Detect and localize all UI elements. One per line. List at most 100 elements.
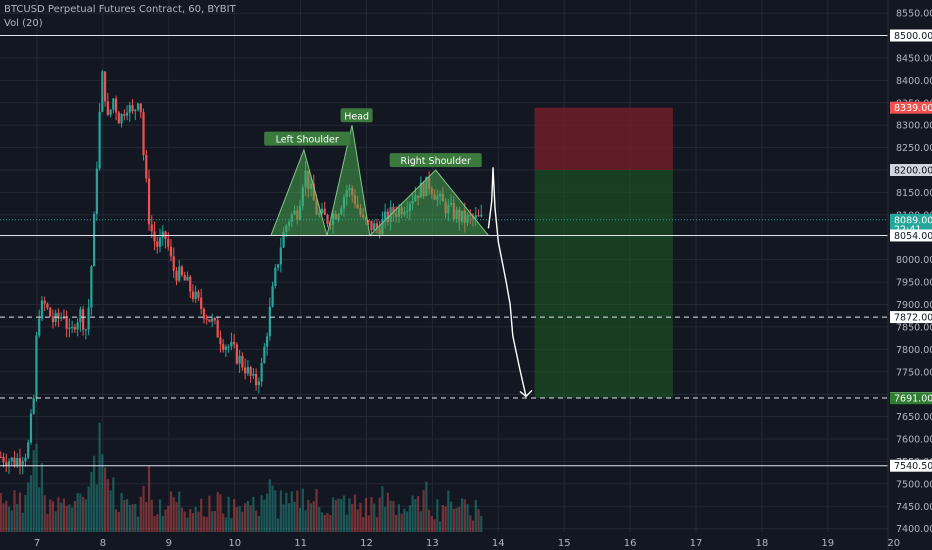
price-tick-label: 7450.00: [896, 502, 932, 513]
volume-bar: [293, 501, 296, 532]
candle-body: [158, 237, 162, 247]
candle-body: [49, 307, 52, 317]
volume-bar: [93, 455, 96, 532]
volume-bar: [422, 490, 425, 532]
candle-body: [244, 367, 247, 374]
volume-bar: [307, 500, 310, 532]
candle-body: [7, 461, 11, 467]
candle-body: [131, 105, 134, 112]
volume-bar: [202, 516, 206, 532]
volume-bar: [312, 501, 315, 532]
candle-body: [197, 291, 200, 298]
candle-body: [224, 346, 228, 350]
volume-bar: [134, 503, 137, 532]
volume-bar: [233, 498, 236, 532]
volume-bar: [68, 504, 71, 532]
candle-body: [123, 113, 126, 116]
volume-bar: [38, 487, 41, 532]
candle-body: [477, 215, 480, 217]
volume-bar: [320, 512, 324, 532]
volume-bar: [172, 497, 175, 532]
volume-bar: [463, 499, 466, 532]
candle-body: [208, 319, 211, 322]
volume-bar: [304, 510, 307, 532]
volume-bar: [438, 521, 442, 532]
candle-body: [142, 112, 145, 156]
volume-bar: [326, 512, 329, 532]
candle-body: [106, 101, 109, 115]
candle-body: [180, 266, 184, 276]
price-tick-label: 7850.00: [896, 322, 932, 333]
candle-body: [73, 326, 76, 330]
volume-bar: [430, 516, 433, 532]
volume-bar: [348, 498, 351, 532]
time-tick-label: 13: [426, 538, 439, 549]
volume-bar: [364, 498, 368, 532]
volume-bar: [244, 503, 247, 532]
candle-body: [252, 373, 255, 376]
volume-bar: [57, 497, 60, 532]
volume-bar: [323, 514, 326, 532]
volume-bar: [49, 499, 52, 532]
volume-bar: [186, 517, 189, 532]
time-axis: 7 8 9 10 11 12 13 14 15 16 17 18 19 20: [34, 538, 900, 549]
volume-bar: [13, 490, 16, 532]
candle-body: [373, 223, 376, 231]
volume-bar: [276, 518, 280, 532]
volume-bar: [178, 491, 181, 532]
price-label: 7540.50: [894, 461, 932, 472]
price-tick-label: 8300.00: [896, 121, 932, 132]
time-tick-label: 7: [34, 538, 40, 549]
volume-bar: [406, 511, 409, 532]
volume-bar: [309, 503, 313, 532]
candle-body: [241, 355, 244, 368]
volume-bar: [362, 517, 365, 532]
candle-body: [90, 266, 93, 308]
candle-body: [139, 103, 142, 113]
candle-body: [216, 320, 219, 338]
candle-body: [40, 300, 44, 319]
candle-body: [282, 232, 285, 248]
volume-bar: [216, 492, 219, 532]
candle-body: [480, 214, 483, 217]
candle-body: [200, 297, 203, 309]
volume-bar: [359, 502, 362, 532]
price-tick-label: 8150.00: [896, 188, 932, 199]
candle-body: [145, 155, 148, 179]
volume-bar: [367, 515, 370, 532]
volume-bar: [219, 494, 222, 532]
candle-body: [71, 326, 74, 328]
price-tick-label: 7750.00: [896, 367, 932, 378]
volume-bar: [101, 454, 104, 532]
volume-bar: [255, 510, 258, 532]
volume-bar: [106, 479, 109, 532]
volume-bar: [433, 519, 436, 532]
candle-body: [10, 457, 13, 462]
volume-bar: [128, 504, 131, 532]
volume-bar: [480, 515, 483, 532]
candle-body: [189, 276, 192, 292]
volume-bar: [340, 498, 343, 532]
candle-body: [191, 291, 195, 300]
volume-bar: [282, 504, 285, 532]
volume-bar: [386, 492, 390, 532]
candle-body: [0, 456, 2, 458]
time-tick-label: 12: [360, 538, 373, 549]
candle-body: [161, 231, 164, 238]
candle-body: [18, 458, 22, 465]
volume-bar: [51, 501, 55, 532]
price-label: 7872.00: [894, 313, 932, 324]
pattern-label: Right Shoulder: [401, 156, 471, 167]
volume-bar: [27, 482, 30, 532]
volume-bar: [18, 492, 22, 532]
volume-bar: [474, 499, 477, 532]
price-label: 7691.00: [894, 394, 932, 405]
candle-body: [263, 346, 266, 363]
candle-body: [271, 286, 274, 307]
candle-body: [46, 303, 49, 308]
candle-body: [5, 462, 8, 467]
volume-bar: [441, 504, 444, 532]
candle-body: [101, 71, 104, 112]
